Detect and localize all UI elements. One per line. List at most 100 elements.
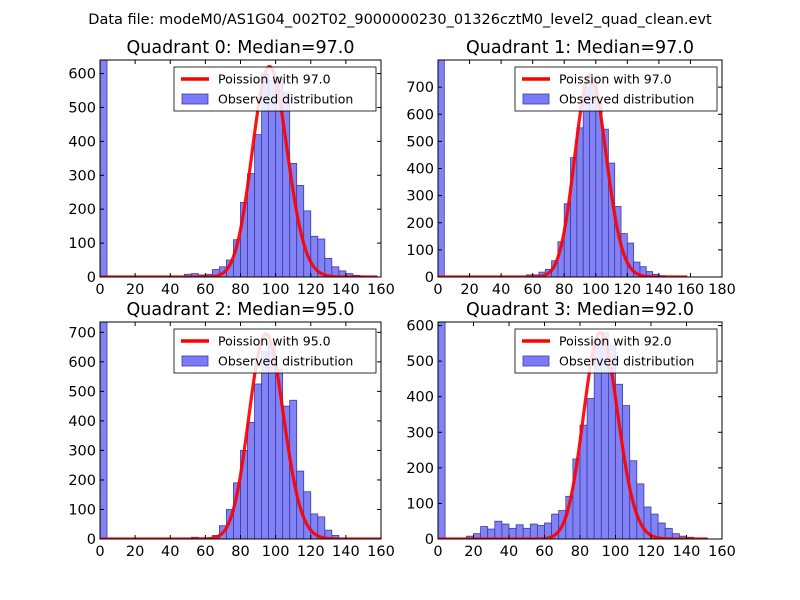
legend-line-label: Poission with 97.0 [218, 72, 331, 87]
poisson-curve [100, 65, 378, 277]
x-tick-label: 20 [126, 282, 144, 298]
y-tick-label: 600 [406, 319, 434, 335]
panel-quadrant-3: Quadrant 3: Median=92.0 0 20 40 60 80 100 120 14… [406, 300, 736, 560]
legend-bar-label: Observed distribution [559, 92, 694, 107]
histogram-bar [515, 524, 524, 539]
histogram-bar [636, 483, 645, 539]
x-tick-label: 40 [161, 544, 179, 560]
x-tick-label: 80 [231, 544, 249, 560]
x-tick-label: 0 [95, 282, 104, 298]
histogram-bar [254, 134, 262, 277]
legend-bar-swatch [522, 355, 550, 367]
panel-title: Quadrant 0: Median=97.0 [126, 38, 354, 58]
y-tick-label: 200 [68, 202, 96, 218]
y-tick-label: 700 [68, 325, 96, 341]
legend-line-label: Poission with 92.0 [559, 334, 672, 349]
x-tick-label: 40 [161, 282, 179, 298]
x-tick-label: 60 [196, 544, 214, 560]
y-tick-label: 200 [406, 216, 434, 232]
histogram-bar [100, 322, 108, 539]
legend-bar-label: Observed distribution [218, 354, 353, 369]
y-tick-label: 400 [68, 134, 96, 150]
y-tick-label: 200 [406, 461, 434, 477]
y-tick-label: 500 [68, 100, 96, 116]
legend-bar-swatch [181, 355, 209, 367]
x-tick-label: 20 [460, 282, 478, 298]
x-tick-label: 120 [637, 544, 665, 560]
legend-bar-swatch [522, 93, 550, 105]
x-tick-label: 0 [95, 544, 104, 560]
y-tick-label: 0 [425, 270, 434, 286]
legend-bar-label: Observed distribution [218, 92, 353, 107]
y-tick-label: 100 [406, 496, 434, 512]
y-tick-label: 100 [68, 502, 96, 518]
histogram-bar [480, 526, 489, 539]
legend: Poission with 95.0 Observed distribution [173, 328, 377, 374]
x-tick-label: 160 [367, 544, 395, 560]
plot-area [100, 60, 378, 277]
x-tick-label: 80 [231, 282, 249, 298]
x-tick-label: 20 [126, 544, 144, 560]
x-tick-label: 140 [332, 544, 360, 560]
histogram-bar [494, 520, 503, 539]
x-tick-label: 120 [613, 282, 641, 298]
panel-quadrant-2: Quadrant 2: Median=95.0 0 20 40 60 80 100 120 14… [68, 300, 395, 560]
histogram-bar [303, 491, 312, 539]
y-tick-label: 100 [68, 236, 96, 252]
plot-area [100, 322, 381, 539]
x-tick-label: 180 [708, 282, 736, 298]
x-tick-label: 160 [708, 544, 736, 560]
histogram-bar [529, 523, 538, 539]
x-tick-label: 160 [367, 282, 395, 298]
legend-line-label: Poission with 97.0 [559, 72, 672, 87]
x-tick-label: 80 [555, 282, 573, 298]
x-tick-label: 120 [297, 544, 325, 560]
figure-suptitle: Data file: modeM0/AS1G04_002T02_90000002… [88, 12, 712, 28]
histogram-bar [595, 103, 603, 277]
y-tick-label: 700 [406, 80, 434, 96]
legend-bar-swatch [181, 93, 209, 105]
legend: Poission with 97.0 Observed distribution [514, 66, 718, 112]
y-tick-label: 400 [406, 162, 434, 178]
histogram-bar [254, 383, 262, 539]
x-tick-label: 140 [332, 282, 360, 298]
y-tick-label: 0 [425, 532, 434, 548]
y-tick-label: 400 [406, 390, 434, 406]
x-tick-label: 40 [500, 544, 518, 560]
histogram-bar [261, 351, 270, 539]
panel-quadrant-1: Quadrant 1: Median=97.00 20 40 60 80 100 120 14… [406, 38, 736, 298]
x-tick-label: 20 [464, 544, 482, 560]
y-tick-label: 400 [68, 414, 96, 430]
histogram-bar [586, 398, 595, 539]
y-tick-label: 200 [68, 473, 96, 489]
y-tick-label: 600 [406, 107, 434, 123]
x-tick-label: 60 [523, 282, 541, 298]
histogram-bar [438, 322, 446, 539]
y-tick-label: 600 [68, 355, 96, 371]
y-tick-label: 500 [68, 384, 96, 400]
histogram-bar [324, 529, 333, 539]
legend: Poission with 92.0 Observed distribution [514, 328, 718, 374]
y-tick-label: 300 [406, 425, 434, 441]
legend: Poission with 97.0 Observed distribution [173, 66, 377, 112]
x-tick-label: 100 [602, 544, 630, 560]
panel-quadrant-0: Quadrant 0: Median=97.0 0 20 40 60 80 100 120 14… [68, 38, 395, 298]
x-tick-label: 160 [677, 282, 705, 298]
x-tick-label: 0 [433, 544, 442, 560]
poisson-curve [438, 331, 708, 539]
x-tick-label: 140 [673, 544, 701, 560]
x-tick-label: 0 [433, 282, 442, 298]
panel-title: Quadrant 3: Median=92.0 [466, 300, 694, 320]
x-tick-label: 60 [196, 282, 214, 298]
x-tick-label: 40 [492, 282, 510, 298]
y-tick-label: 500 [406, 134, 434, 150]
histogram-bar [100, 60, 108, 277]
y-tick-label: 100 [406, 243, 434, 259]
y-tick-label: 0 [87, 270, 96, 286]
y-tick-label: 300 [68, 168, 96, 184]
histogram-bar [537, 525, 545, 539]
histogram-bar [247, 421, 255, 539]
panel-title: Quadrant 1: Median=97.0 [466, 38, 694, 58]
histogram-bar [501, 523, 510, 539]
